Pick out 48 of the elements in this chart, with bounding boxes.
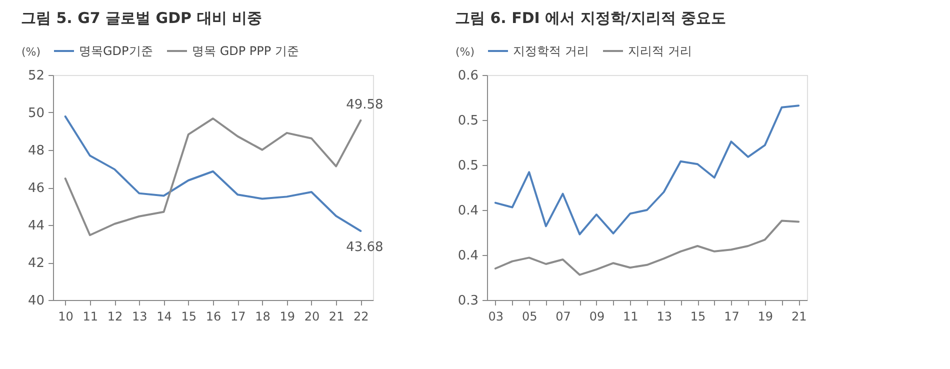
chart-title: 그림 5. G7 글로벌 GDP 대비 비중	[21, 9, 262, 27]
x-tick-label: 17	[724, 310, 740, 324]
y-tick-label: 0.4	[458, 204, 478, 218]
x-tick-label: 17	[230, 310, 246, 324]
x-tick-label: 09	[589, 310, 605, 324]
y-tick-label: 52	[28, 68, 44, 84]
y-tick-label: 0.5	[458, 114, 478, 128]
x-tick-label: 11	[623, 310, 638, 324]
legend-label: 지정학적 거리	[513, 44, 589, 58]
y-tick-label: 46	[28, 181, 44, 196]
x-tick-label: 21	[791, 310, 807, 324]
y-axis-title: (%)	[22, 46, 41, 58]
x-tick-label: 13	[656, 310, 672, 324]
chart-title: 그림 6. FDI 에서 지정학/지리적 중요도	[455, 9, 726, 27]
data-label: 43.68	[346, 240, 384, 255]
data-label: 49.58	[346, 97, 384, 112]
x-tick-label: 12	[107, 310, 123, 324]
y-axis-title: (%)	[456, 46, 475, 58]
x-tick-label: 11	[82, 310, 98, 324]
y-tick-label: 48	[28, 144, 44, 158]
legend-label: 명목GDP기준	[79, 44, 153, 58]
x-tick-label: 20	[304, 310, 320, 324]
y-tick-label: 0.4	[458, 248, 478, 264]
x-tick-label: 15	[690, 310, 706, 324]
x-tick-label: 18	[255, 310, 270, 324]
legend-label: 명목 GDP PPP 기준	[192, 44, 299, 58]
x-tick-label: 15	[181, 310, 197, 324]
x-tick-label: 19	[758, 310, 774, 324]
y-tick-label: 40	[28, 294, 44, 308]
x-tick-label: 10	[58, 310, 74, 324]
y-tick-label: 0.6	[458, 68, 478, 84]
x-tick-label: 05	[522, 310, 538, 324]
x-tick-label: 21	[328, 310, 344, 324]
y-tick-label: 42	[28, 256, 44, 271]
line-series	[494, 220, 800, 276]
y-tick-label: 50	[28, 106, 44, 121]
x-tick-label: 22	[354, 310, 369, 324]
x-tick-label: 19	[280, 310, 295, 324]
legend-label: 지리적 거리	[628, 44, 692, 58]
x-tick-label: 16	[206, 310, 222, 324]
x-tick-label: 07	[556, 310, 571, 324]
x-tick-label: 13	[132, 310, 148, 324]
y-tick-label: 44	[28, 218, 44, 234]
y-tick-label: 0.5	[458, 158, 478, 174]
x-tick-label: 14	[156, 310, 172, 324]
line-series	[494, 104, 800, 236]
x-tick-label: 03	[488, 310, 504, 324]
y-tick-label: 0.3	[458, 294, 478, 308]
